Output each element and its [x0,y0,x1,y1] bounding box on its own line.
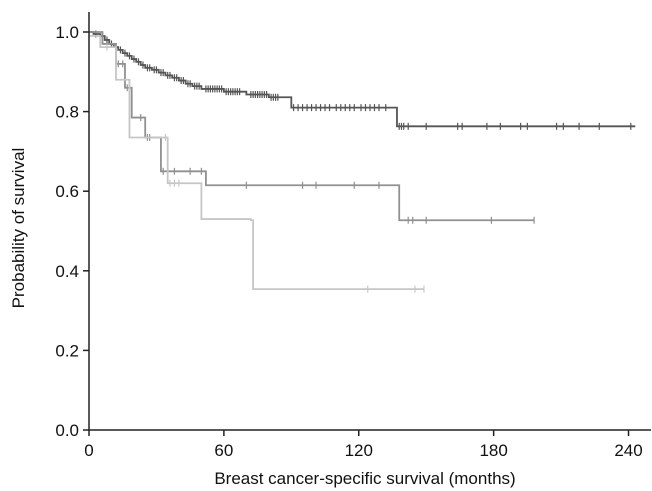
series-layer [89,30,636,293]
survival-curve [89,31,535,222]
y-tick-label: 0.0 [55,421,79,440]
x-tick-label: 120 [345,441,373,460]
y-tick-label: 0.6 [55,182,79,201]
survival-curve [89,31,636,128]
y-tick-label: 0.4 [55,262,79,281]
y-tick-label: 0.8 [55,103,79,122]
survival-series-2 [89,31,535,224]
x-tick-label: 0 [84,441,93,460]
y-tick-label: 1.0 [55,23,79,42]
x-tick-label: 240 [614,441,642,460]
survival-series-3 [89,35,425,293]
y-axis-title: Probability of survival [9,148,28,309]
survival-series-1 [89,30,636,130]
y-tick-label: 0.2 [55,341,79,360]
tick-layer: 0 60 120 180 240 0.0 0.2 0.4 0.6 0.8 1.0 [55,23,642,460]
x-tick-label: 180 [479,441,507,460]
survival-curve [89,35,424,291]
x-axis-title: Breast cancer-specific survival (months) [214,469,515,488]
axes [88,12,651,431]
x-tick-label: 60 [214,441,233,460]
